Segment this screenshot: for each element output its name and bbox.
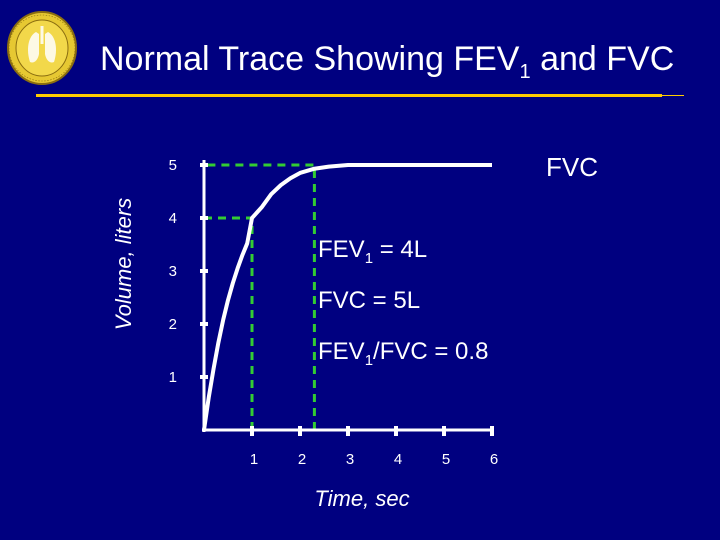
y-tick-label: 5 — [169, 157, 177, 174]
x-axis-title: Time, sec — [314, 486, 410, 511]
y-axis-title: Volume, liters — [111, 197, 136, 331]
fev1-annotation: FEV1 = 4L — [318, 236, 428, 267]
x-tick-label: 1 — [250, 451, 258, 468]
y-tick-label: 1 — [169, 369, 177, 386]
x-tick-label: 2 — [298, 451, 306, 468]
university-seal-logo — [7, 11, 77, 85]
y-tick-label: 2 — [169, 316, 177, 333]
fvc-curve-label: FVC — [546, 152, 598, 182]
fvc-annotation: FVC = 5L — [318, 287, 421, 314]
title-underline — [36, 94, 662, 97]
y-tick-label: 3 — [169, 263, 177, 280]
x-tick-label: 6 — [490, 451, 498, 468]
x-tick-label: 3 — [346, 451, 354, 468]
x-tick-label: 4 — [394, 451, 402, 468]
guide-line — [204, 163, 316, 430]
y-tick-label: 4 — [169, 210, 177, 227]
x-tick-label: 5 — [442, 451, 450, 468]
ratio-annotation: FEV1/FVC = 0.8 — [318, 338, 489, 369]
slide-title: Normal Trace Showing FEV1 and FVC — [100, 40, 675, 83]
title-underline-tail — [662, 95, 684, 96]
volume-time-curve — [202, 163, 492, 431]
